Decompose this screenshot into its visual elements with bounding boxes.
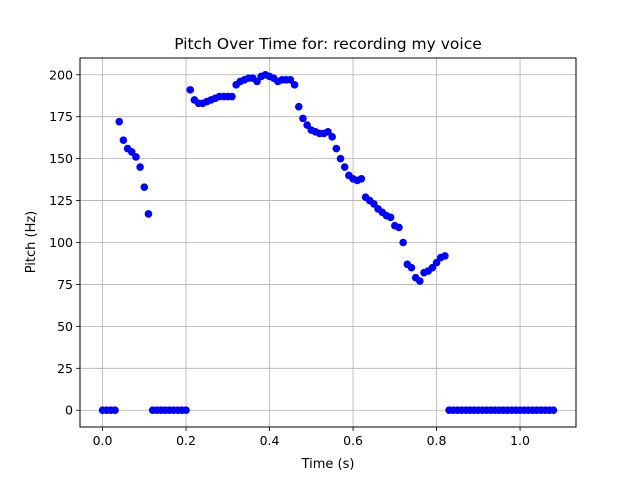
x-tick-label: 0.2 bbox=[176, 433, 196, 448]
data-point bbox=[328, 133, 336, 141]
data-point bbox=[182, 406, 190, 415]
data-point bbox=[111, 406, 119, 415]
y-axis-label: Pitch (Hz) bbox=[24, 211, 39, 274]
y-tick-label: 50 bbox=[57, 319, 73, 334]
data-point bbox=[336, 154, 345, 163]
data-point bbox=[395, 223, 403, 232]
data-point bbox=[286, 76, 295, 84]
data-point bbox=[294, 102, 303, 111]
y-tick-label: 25 bbox=[57, 361, 73, 376]
data-point bbox=[299, 114, 307, 123]
data-point bbox=[332, 144, 341, 153]
data-point bbox=[119, 136, 128, 144]
data-point bbox=[132, 153, 140, 161]
y-tick-label: 75 bbox=[57, 277, 73, 292]
data-point bbox=[228, 92, 236, 101]
data-point bbox=[399, 238, 407, 247]
x-tick-label: 0.6 bbox=[343, 433, 363, 448]
data-point bbox=[127, 148, 136, 156]
data-point bbox=[186, 86, 195, 94]
axis-ticks: 0.0 0.2 0.4 0.6 0.8 1.0 0 25 50 75 100 125 150 175 200 bbox=[49, 67, 530, 448]
x-tick-label: 0.4 bbox=[260, 433, 280, 448]
data-point bbox=[549, 406, 558, 415]
data-point bbox=[432, 258, 441, 267]
data-point bbox=[428, 263, 437, 272]
chart-title: Pitch Over Time for: recording my voice bbox=[174, 35, 482, 53]
grid bbox=[80, 58, 576, 427]
y-tick-label: 150 bbox=[49, 151, 73, 166]
data-point bbox=[441, 252, 449, 260]
data-point bbox=[290, 81, 299, 89]
data-points bbox=[98, 70, 558, 415]
y-tick-label: 200 bbox=[49, 67, 73, 82]
data-point bbox=[407, 263, 416, 272]
y-tick-label: 100 bbox=[49, 235, 73, 250]
data-point bbox=[386, 213, 395, 222]
data-point bbox=[357, 174, 366, 183]
x-tick-label: 1.0 bbox=[510, 433, 530, 448]
y-tick-label: 175 bbox=[49, 109, 73, 124]
data-point bbox=[340, 163, 349, 171]
data-point bbox=[253, 77, 261, 86]
y-tick-label: 0 bbox=[65, 403, 73, 418]
x-axis-label: Time (s) bbox=[301, 457, 355, 472]
x-tick-label: 0.8 bbox=[427, 433, 447, 448]
data-point bbox=[416, 277, 424, 285]
x-tick-label: 0.0 bbox=[93, 433, 113, 448]
data-point bbox=[303, 121, 311, 129]
data-point bbox=[136, 163, 144, 171]
y-tick-label: 125 bbox=[49, 193, 73, 208]
data-point bbox=[324, 128, 332, 136]
data-point bbox=[370, 200, 378, 208]
data-point bbox=[115, 117, 124, 126]
data-point bbox=[144, 210, 153, 218]
data-point bbox=[140, 183, 149, 191]
